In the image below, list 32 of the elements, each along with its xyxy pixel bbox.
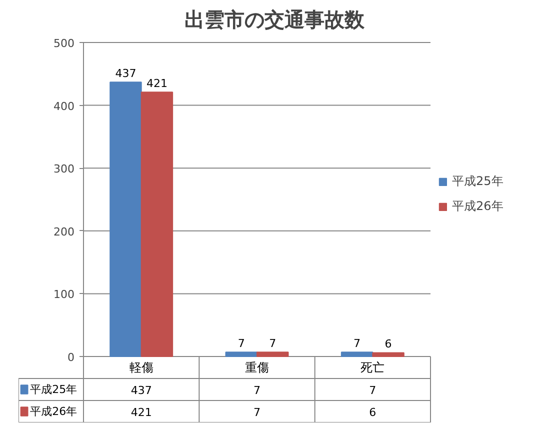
text: 7 [269, 337, 276, 350]
text: 437 [115, 67, 136, 80]
chart-title: 出雲市の交通事故数 [184, 8, 366, 32]
bar [140, 92, 174, 357]
text: 平成26年 [30, 405, 78, 418]
bar [340, 352, 374, 357]
y-tick-label: 500 [54, 37, 75, 50]
x-tick-label: 軽傷 [129, 360, 154, 374]
data-label: 7 [254, 406, 260, 419]
y-tick-label: 400 [54, 100, 75, 113]
bar [225, 352, 258, 357]
y-tick-label: 300 [54, 162, 75, 176]
bar [110, 82, 142, 357]
y-tick-label: 200 [54, 225, 75, 238]
data-label: 7 [369, 384, 376, 397]
x-tick-label: 重傷 [245, 360, 269, 374]
y-tick-label: 0 [68, 351, 74, 364]
data-label: 6 [369, 406, 376, 419]
x-tick-label: 死亡 [360, 360, 385, 374]
y-tick-label: 100 [54, 288, 75, 302]
bar [372, 352, 404, 357]
data-label: 421 [130, 406, 152, 419]
text: 7 [238, 337, 245, 350]
text: 平成25年 [452, 174, 504, 188]
legend-label: 平成26年 [452, 198, 504, 215]
data-label: 437 [130, 384, 152, 397]
data-label: 7 [254, 384, 260, 397]
bar [256, 352, 289, 357]
text: 7 [354, 337, 361, 350]
legend-label: 平成25年 [30, 383, 78, 396]
text: 421 [146, 77, 168, 90]
text: 6 [384, 338, 392, 351]
